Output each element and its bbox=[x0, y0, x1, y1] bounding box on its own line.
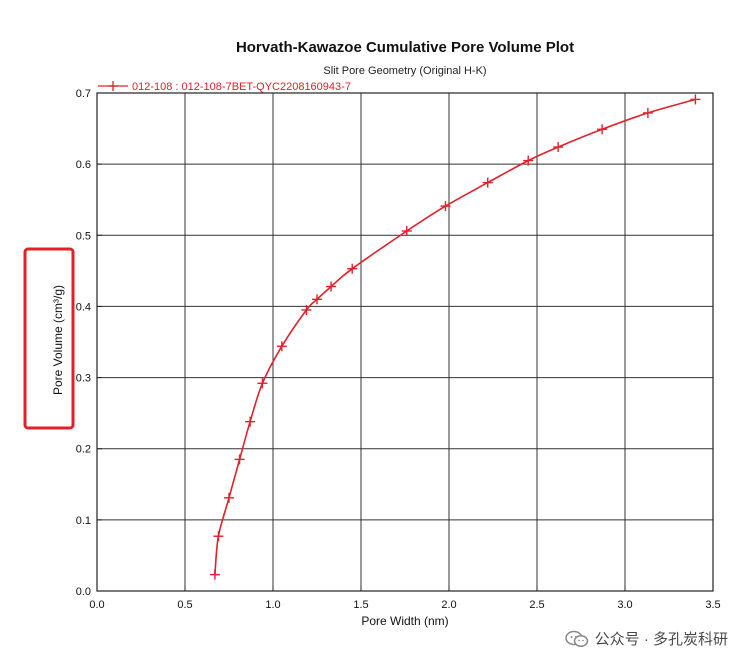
data-point-marker bbox=[209, 569, 220, 580]
data-point-marker bbox=[224, 492, 234, 503]
x-tick-label: 2.5 bbox=[529, 599, 544, 611]
data-point-marker bbox=[213, 531, 224, 542]
plot-frame bbox=[96, 92, 714, 592]
data-point-marker bbox=[276, 341, 287, 352]
x-axis-label: Pore Width (nm) bbox=[361, 614, 448, 628]
data-point-marker bbox=[690, 94, 701, 105]
data-point-marker bbox=[245, 416, 256, 427]
x-tick-label: 0.0 bbox=[89, 599, 104, 611]
data-point-marker bbox=[440, 201, 451, 212]
grid bbox=[97, 93, 713, 591]
watermark-text: 公众号 · 多孔炭科研 bbox=[594, 631, 728, 648]
x-tick-label: 2.0 bbox=[441, 599, 456, 611]
data-point-marker bbox=[642, 107, 653, 118]
data-point-marker bbox=[312, 294, 322, 305]
y-ticks: 0.0 0.1 0.2 0.3 0.4 0.5 0.6 0.7 bbox=[76, 88, 102, 598]
data-point-marker bbox=[301, 304, 312, 315]
legend: 012-108 : 012-108-7BET-QYC2208160943-7 bbox=[98, 81, 351, 93]
series-group bbox=[209, 94, 701, 580]
data-point-marker bbox=[234, 454, 245, 465]
data-point-marker bbox=[553, 142, 564, 153]
x-tick-label: 1.0 bbox=[265, 599, 280, 611]
legend-entry: 012-108 : 012-108-7BET-QYC2208160943-7 bbox=[132, 81, 351, 93]
y-tick-label: 0.5 bbox=[76, 230, 91, 242]
x-tick-label: 1.5 bbox=[353, 599, 368, 611]
watermark: 公众号 · 多孔炭科研 bbox=[564, 628, 728, 649]
data-point-marker bbox=[326, 281, 337, 292]
chart-title: Horvath-Kawazoe Cumulative Pore Volume P… bbox=[236, 39, 574, 56]
y-tick-label: 0.7 bbox=[76, 88, 91, 100]
series-line bbox=[214, 98, 696, 575]
data-point-marker bbox=[597, 124, 608, 135]
x-tick-label: 3.0 bbox=[617, 599, 632, 611]
y-tick-label: 0.0 bbox=[76, 586, 91, 598]
wechat-icon bbox=[564, 630, 588, 647]
y-tick-label: 0.2 bbox=[76, 444, 91, 456]
data-point-marker bbox=[401, 226, 412, 237]
chart-subtitle: Slit Pore Geometry (Original H-K) bbox=[323, 65, 486, 77]
data-point-marker bbox=[482, 177, 493, 188]
data-point-marker bbox=[257, 378, 268, 389]
data-point-marker bbox=[523, 155, 534, 166]
x-ticks: 0.0 0.5 1.0 1.5 2.0 2.5 3.0 3.5 bbox=[89, 586, 721, 611]
y-axis-highlight-box bbox=[23, 247, 75, 430]
data-point-marker bbox=[347, 263, 358, 274]
y-tick-label: 0.3 bbox=[76, 373, 91, 385]
y-tick-label: 0.4 bbox=[76, 301, 91, 313]
y-tick-label: 0.1 bbox=[76, 515, 91, 527]
x-tick-label: 0.5 bbox=[177, 599, 192, 611]
x-tick-label: 3.5 bbox=[705, 599, 720, 611]
y-axis-label: Pore Volume (cm³/g) bbox=[51, 285, 65, 395]
y-tick-label: 0.6 bbox=[76, 159, 91, 171]
